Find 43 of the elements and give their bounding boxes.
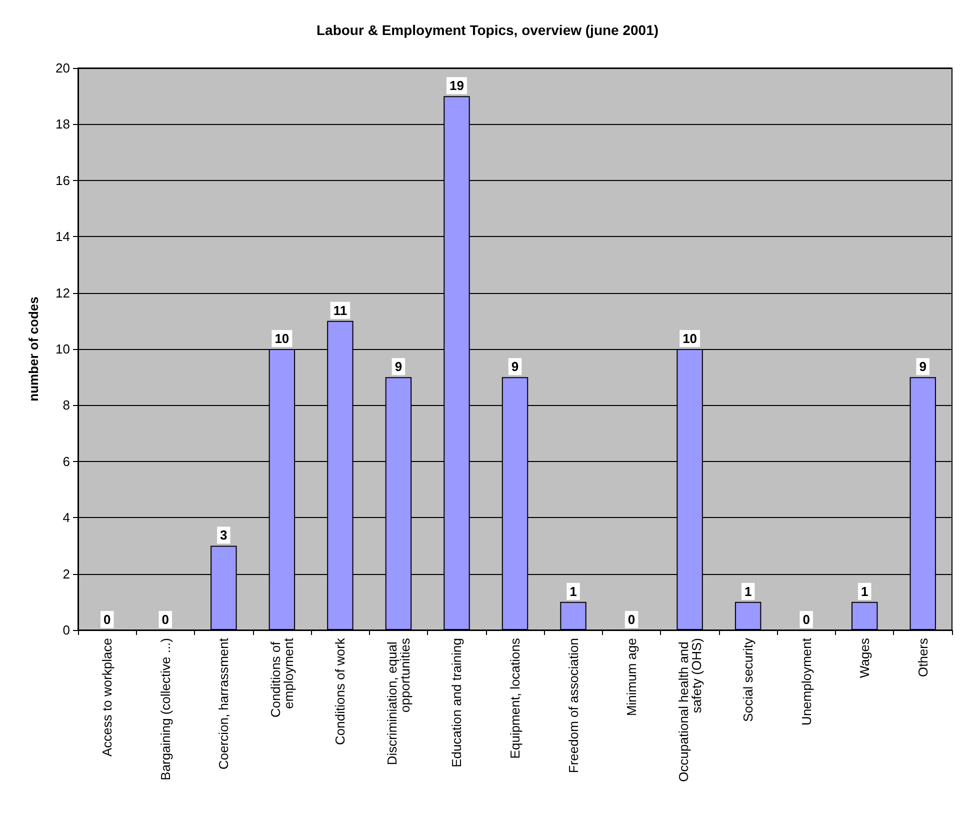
y-tick-label: 18 xyxy=(56,116,70,132)
data-label: 0 xyxy=(162,612,170,627)
x-tick-label: Education and training xyxy=(449,638,464,768)
x-tick-label: Occupational health and safety (OHS) xyxy=(676,638,704,782)
y-tick-label: 8 xyxy=(62,398,70,413)
data-label: 1 xyxy=(744,584,752,599)
x-tick-label: Bargaining (collective ...) xyxy=(158,638,173,780)
y-tick-label: 0 xyxy=(62,622,70,638)
x-tick-label: Wages xyxy=(857,638,872,678)
data-label: 1 xyxy=(570,584,577,599)
data-label: 9 xyxy=(919,359,926,374)
y-tick-label: 14 xyxy=(56,229,70,244)
data-label: 10 xyxy=(274,331,290,346)
y-tick-label: 6 xyxy=(62,454,70,469)
x-tick-label: Social security xyxy=(740,638,756,722)
x-tick-label: Coercion, harrassment xyxy=(216,638,232,770)
y-tick-label: 10 xyxy=(56,342,70,356)
x-tick-label: Equipment, locations xyxy=(508,638,522,759)
x-tick-label: Conditions of employment xyxy=(268,638,296,718)
x-tick-label: Others xyxy=(915,638,930,678)
y-tick-label: 20 xyxy=(56,60,70,76)
x-tick-label: Discriminiation, equal opportunities xyxy=(384,638,412,766)
data-label: 9 xyxy=(511,359,519,374)
data-label: 1 xyxy=(860,584,868,599)
data-label: 11 xyxy=(333,302,348,318)
data-label: 10 xyxy=(682,331,698,346)
x-tick-label: Minimum age xyxy=(624,638,640,716)
chart-title: Labour & Employment Topics, overview (june 2001) xyxy=(316,22,659,38)
x-tick-label: Access to workplace xyxy=(100,638,115,756)
y-axis-title: number of codes xyxy=(26,296,41,402)
data-label: 0 xyxy=(104,612,111,627)
x-tick-label: Conditions of work xyxy=(332,638,348,745)
data-label: 3 xyxy=(220,528,228,543)
x-tick-label: Unemployment xyxy=(798,638,814,726)
y-tick-label: 4 xyxy=(62,510,70,526)
data-label: 19 xyxy=(450,78,464,94)
y-tick-label: 12 xyxy=(56,285,70,300)
x-tick-label: Freedom of association xyxy=(566,638,581,774)
y-tick-label: 2 xyxy=(62,566,70,582)
y-tick-label: 16 xyxy=(56,172,70,188)
data-label: 0 xyxy=(628,612,636,627)
data-label: 9 xyxy=(394,359,402,374)
data-label: 0 xyxy=(802,612,810,627)
